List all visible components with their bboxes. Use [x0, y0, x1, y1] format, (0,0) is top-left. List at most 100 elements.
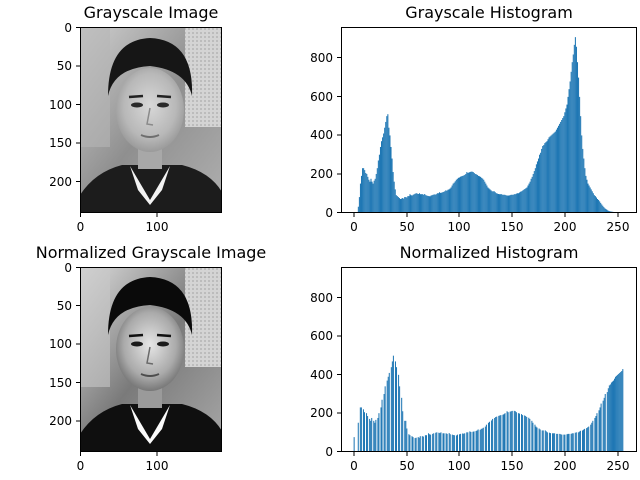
histogram-bar [588, 185, 590, 213]
histogram-bar [567, 433, 569, 452]
histogram-bar [594, 417, 596, 452]
histogram-bar [504, 413, 506, 452]
histogram-bar [600, 202, 602, 213]
histogram-bar [464, 433, 466, 452]
histogram-bar [446, 190, 448, 213]
histogram-bar [456, 178, 458, 213]
histogram-bar [416, 193, 418, 213]
histogram-bar [486, 185, 488, 213]
svg-text:200: 200 [554, 220, 577, 234]
svg-text:200: 200 [310, 406, 333, 420]
x-tick: 100 [448, 452, 471, 473]
histogram-bar [570, 71, 572, 213]
histogram-bar [474, 173, 476, 213]
histogram-bar [562, 118, 564, 213]
histogram-bar [388, 127, 390, 213]
histogram-bar [539, 429, 541, 452]
x-tick: 100 [146, 452, 168, 473]
histogram-bar [534, 168, 536, 213]
histogram-bar [493, 191, 495, 213]
svg-text:50: 50 [57, 59, 72, 73]
histogram-bar [413, 194, 415, 213]
histogram-bar [526, 187, 528, 213]
histogram-bar [402, 411, 404, 452]
histogram-bar [528, 417, 530, 452]
histogram-bar [418, 193, 420, 213]
histogram-bar [396, 196, 398, 213]
y-ticks: 0 200 400 600 800 [310, 291, 341, 459]
histogram-bar [395, 195, 397, 213]
svg-text:100: 100 [448, 459, 471, 473]
histogram-bar [386, 116, 388, 213]
histogram-bar [414, 438, 416, 452]
histogram-bar [427, 195, 429, 213]
histogram-bar [452, 183, 454, 213]
histogram-bar [421, 436, 423, 452]
histogram-bar [379, 146, 382, 213]
histogram-bar [529, 418, 531, 452]
histogram-bar [546, 141, 548, 213]
histogram-bar [557, 433, 559, 452]
histogram-bar [602, 205, 604, 213]
histogram-bar [513, 194, 515, 213]
histogram-bar [560, 434, 562, 452]
histogram-bar [495, 193, 497, 213]
histogram-bars [357, 37, 616, 213]
histogram-bar [422, 194, 424, 213]
histogram-bar [583, 429, 585, 452]
histogram-bar [402, 198, 404, 213]
histogram-bar [612, 380, 615, 452]
histogram-bar [382, 137, 384, 213]
histogram-bar [460, 176, 462, 213]
histogram-bar [446, 433, 448, 452]
histogram-bar [409, 194, 411, 213]
histogram-bar [369, 418, 371, 452]
svg-text:50: 50 [399, 220, 414, 234]
axes-frame [341, 267, 637, 452]
svg-text:800: 800 [310, 51, 333, 65]
svg-text:0: 0 [350, 459, 358, 473]
histogram-bar [531, 420, 533, 452]
y-tick: 150 [49, 376, 80, 390]
histogram-bar [496, 193, 498, 213]
histogram-bar [453, 435, 455, 452]
histogram-bar [365, 172, 367, 213]
histogram-bar [371, 417, 373, 452]
histogram-bar [575, 432, 577, 452]
histogram-bar [611, 381, 613, 452]
y-tick: 100 [49, 337, 80, 351]
svg-text:250: 250 [607, 459, 630, 473]
histogram-bar [594, 196, 596, 213]
histogram-bar [417, 194, 419, 213]
histogram-bar [407, 196, 409, 213]
histogram-bar [551, 134, 553, 213]
histogram-bar [492, 191, 494, 213]
y-tick: 200 [310, 406, 341, 420]
histogram-bar [459, 434, 461, 452]
x-ticks: 0 50 100 150 200 250 [350, 452, 629, 473]
y-tick: 0 [64, 21, 80, 35]
histogram-bar [362, 168, 364, 213]
histogram-bar [545, 431, 547, 452]
histogram-bar [543, 145, 545, 213]
histogram-bar [429, 196, 431, 213]
histogram-bar [606, 209, 608, 213]
histogram-bar [507, 195, 509, 213]
y-tick: 400 [310, 368, 341, 382]
histogram-bar [433, 433, 435, 452]
histogram-bar [570, 433, 572, 452]
histogram-bar [477, 175, 479, 213]
histogram-bar [600, 403, 602, 452]
histogram-bar [587, 427, 589, 452]
histogram-bar [619, 372, 621, 452]
histogram-bar [595, 197, 597, 213]
histogram-bar [545, 142, 547, 213]
histogram-bar [588, 426, 590, 452]
histogram-bar [478, 176, 481, 213]
histogram-bar [524, 188, 526, 213]
histogram-bar [405, 197, 407, 213]
histogram-bar [552, 133, 554, 213]
histogram-bar [384, 127, 386, 213]
histogram-bar [428, 196, 430, 213]
histogram-bar [353, 437, 355, 452]
